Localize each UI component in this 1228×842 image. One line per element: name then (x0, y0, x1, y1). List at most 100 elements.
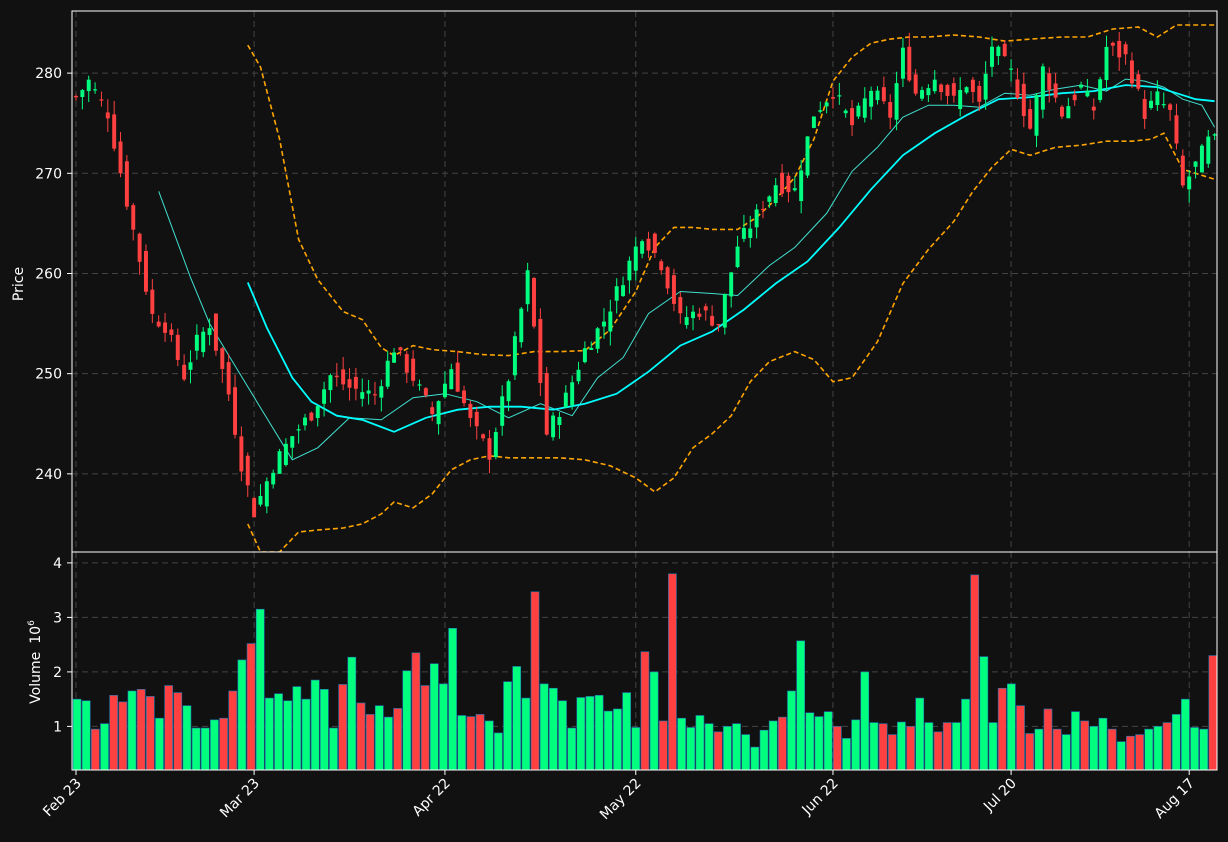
candle-body (1002, 43, 1007, 57)
candle-114 (799, 160, 804, 214)
candle-body (398, 347, 403, 351)
candle-154 (1053, 72, 1058, 103)
candle-38 (315, 405, 320, 427)
volume-bar-118 (1153, 726, 1163, 771)
candle-body (996, 46, 1001, 56)
candle-18 (188, 350, 193, 384)
volume-bar-67 (686, 727, 696, 771)
candle-body (264, 481, 269, 507)
volume-bar-36 (402, 670, 412, 771)
candle-body (449, 369, 454, 390)
volume-bar-84 (842, 738, 851, 771)
candle-body (233, 387, 237, 435)
volume-bar-62 (640, 651, 650, 771)
volume-bar-14 (200, 727, 210, 771)
candle-57 (436, 400, 441, 435)
volume-bar-64 (658, 720, 668, 771)
volume-bar-51 (539, 683, 549, 771)
candle-body (493, 432, 498, 458)
candle-119 (831, 87, 835, 109)
candle-body (888, 102, 893, 118)
volume-bar-24 (292, 686, 302, 771)
candle-body (1187, 176, 1192, 190)
candle-body (481, 434, 486, 439)
candle-body (252, 498, 257, 518)
candle-48 (379, 379, 384, 412)
candles (74, 31, 1217, 518)
candle-body (805, 136, 810, 176)
candle-33 (283, 438, 288, 467)
candle-31 (271, 469, 276, 489)
candle-body (761, 208, 765, 211)
candle-body (652, 233, 657, 253)
candle-body (563, 392, 568, 408)
candle-body (913, 74, 918, 94)
volume-bar-61 (631, 727, 641, 771)
candle-body (920, 90, 924, 99)
candle-body (373, 394, 377, 396)
price-tick-label-4: 280 (35, 66, 62, 82)
volume-bar-42 (457, 715, 467, 771)
candle-168 (1142, 89, 1147, 129)
upper-band-line (247, 24, 1215, 357)
candle-body (156, 321, 161, 327)
candle-27 (245, 452, 250, 497)
candle-73 (538, 308, 543, 396)
volume-tick-label-0: 1 (53, 719, 62, 735)
candle-body (1085, 90, 1090, 97)
candle-16 (175, 328, 180, 367)
candle-body (462, 390, 466, 404)
candle-130 (900, 38, 905, 88)
volume-bar-55 (576, 697, 586, 771)
volume-bar-109 (1071, 711, 1080, 771)
candle-body (1079, 84, 1084, 88)
volume-bar-0 (72, 698, 82, 771)
candle-70 (519, 306, 524, 348)
volume-bar-79 (796, 640, 806, 771)
candle-body (1060, 106, 1064, 117)
candle-body (150, 289, 155, 314)
candle-body (1123, 44, 1128, 55)
candle-72 (532, 276, 536, 329)
candle-138 (951, 77, 956, 103)
candle-body (894, 83, 899, 120)
volume-bar-114 (1116, 741, 1126, 771)
volume-bar-2 (91, 728, 100, 771)
candle-1 (80, 88, 85, 110)
candle-121 (843, 108, 848, 118)
volume-bar-65 (668, 573, 677, 771)
candle-21 (207, 318, 212, 346)
candle-body (468, 403, 473, 419)
volume-bar-105 (1034, 728, 1044, 771)
volume-bar-18 (237, 659, 247, 771)
volume-bar-63 (649, 671, 659, 771)
volume-bar-69 (704, 723, 714, 771)
candle-76 (557, 412, 562, 439)
candle-177 (1199, 143, 1204, 173)
candle-body (958, 90, 963, 109)
volume-bar-113 (1107, 728, 1117, 771)
volume-bar-106 (1043, 708, 1053, 771)
candle-body (881, 87, 886, 102)
candle-111 (780, 164, 785, 198)
volume-bar-95 (942, 722, 952, 771)
candle-body (1142, 98, 1147, 119)
candle-body (74, 95, 78, 98)
candle-75 (551, 412, 556, 441)
candle-body (1098, 79, 1103, 100)
volume-bar-17 (228, 690, 238, 771)
candle-22 (213, 313, 218, 356)
candle-77 (563, 385, 568, 408)
candle-body (182, 364, 187, 380)
candle-body (1053, 83, 1058, 98)
candle-body (1155, 91, 1160, 106)
candle-109 (767, 195, 772, 209)
candle-125 (869, 86, 874, 120)
candle-131 (907, 32, 912, 83)
volume-bar-27 (320, 689, 329, 771)
volume-bar-52 (549, 687, 558, 771)
candle-body (137, 233, 142, 262)
candle-body (271, 472, 276, 485)
volume-bar-20 (255, 608, 265, 771)
